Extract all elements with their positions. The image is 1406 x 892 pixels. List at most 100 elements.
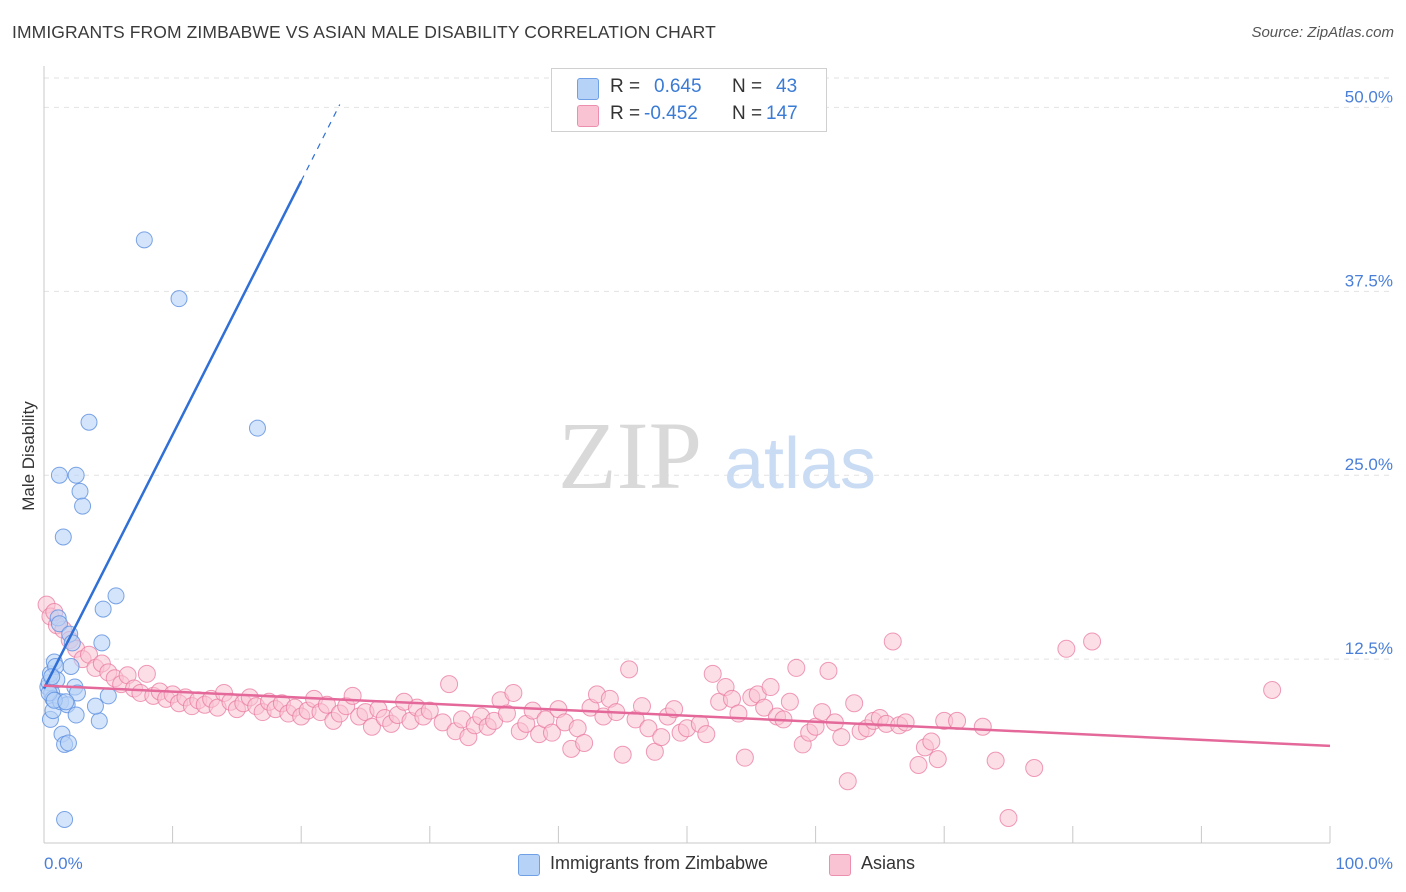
legend-n-label: N =	[732, 103, 763, 124]
asians-point	[665, 700, 684, 719]
asians-point	[317, 695, 336, 714]
asians-point	[1057, 639, 1076, 658]
asians-point	[986, 751, 1005, 770]
zimbabwe-point	[50, 615, 68, 633]
zimbabwe-point	[86, 697, 104, 715]
asians-trend-line	[43, 684, 1331, 748]
asians-point	[922, 732, 941, 751]
asians-point	[755, 698, 774, 717]
legend: R = 0.645 N = 43 R = -0.452 N = 147	[551, 68, 827, 132]
zimbabwe-point	[248, 419, 266, 437]
zimbabwe-point	[71, 482, 89, 500]
watermark: ZIP atlas	[558, 402, 876, 509]
bottom-legend-swatch-zimbabwe	[518, 854, 540, 876]
asians-point	[362, 717, 381, 736]
asians-point	[639, 719, 658, 738]
asians-point	[787, 658, 806, 677]
zimbabwe-point	[67, 466, 85, 484]
zimbabwe-point	[135, 231, 153, 249]
asians-point	[761, 678, 780, 697]
watermark-atlas: atlas	[724, 424, 876, 504]
bottom-legend-swatch-asians	[829, 854, 851, 876]
axes	[43, 66, 1331, 844]
zimbabwe-point	[68, 684, 86, 702]
tick-labels: 12.5% 25.0% 37.5% 50.0% 0.0% 100.0%	[44, 87, 1393, 873]
zimbabwe-trend-line	[42, 180, 303, 690]
y-tick-label: 50.0%	[1345, 87, 1393, 106]
asians-point	[613, 745, 632, 764]
asians-point	[973, 717, 992, 736]
asians-point	[838, 772, 857, 791]
legend-row-zimbabwe: R = 0.645 N = 43	[552, 75, 826, 101]
legend-n-label: N =	[732, 76, 763, 97]
zimbabwe-point	[50, 466, 68, 484]
watermark-zip: ZIP	[558, 402, 702, 509]
asians-point	[832, 728, 851, 747]
asians-point	[948, 711, 967, 730]
asians-point	[420, 701, 439, 720]
asians-point	[343, 686, 362, 705]
x-tick-label: 0.0%	[44, 854, 83, 873]
bottom-legend-label: Asians	[861, 853, 916, 873]
zimbabwe-point	[57, 693, 75, 711]
legend-n-value: 147	[766, 103, 798, 124]
asians-point	[575, 733, 594, 752]
zimbabwe-point	[54, 528, 72, 546]
zimbabwe-point	[90, 712, 108, 730]
zimbabwe-point	[59, 734, 77, 752]
asians-point	[813, 703, 832, 722]
zimbabwe-point	[67, 706, 85, 724]
legend-r-value: 0.645	[654, 76, 702, 97]
asians-point	[497, 704, 516, 723]
legend-r-value: -0.452	[644, 103, 698, 124]
asians-point	[909, 756, 928, 775]
zimbabwe-point	[56, 810, 74, 828]
asians-point	[433, 713, 452, 732]
asians-point	[883, 632, 902, 651]
zimbabwe-point	[74, 497, 92, 515]
source-label: Source: ZipAtlas.com	[1251, 24, 1394, 41]
asians-point	[523, 701, 542, 720]
zimbabwe-point	[80, 413, 98, 431]
asians-point	[999, 808, 1018, 827]
asians-points	[37, 595, 1282, 827]
zimbabwe-point	[93, 634, 111, 652]
asians-point	[652, 728, 671, 747]
asians-point	[780, 692, 799, 711]
zimbabwe-point	[99, 687, 117, 705]
asians-point	[504, 683, 523, 702]
asians-point	[735, 748, 754, 767]
zimbabwe-point	[170, 290, 188, 308]
legend-r-label: R =	[610, 103, 641, 124]
y-tick-label: 25.0%	[1345, 455, 1393, 474]
asians-point	[137, 664, 156, 683]
asians-point	[697, 725, 716, 744]
legend-swatch-zimbabwe	[577, 78, 599, 100]
asians-point	[1263, 681, 1282, 699]
gridlines	[44, 77, 1392, 660]
chart-title: IMMIGRANTS FROM ZIMBABWE VS ASIAN MALE D…	[12, 22, 716, 42]
asians-point	[620, 660, 639, 679]
asians-point	[542, 723, 561, 742]
asians-point	[896, 713, 915, 732]
trend-lines	[42, 104, 1331, 748]
asians-point	[1083, 632, 1102, 651]
zimbabwe-point	[62, 657, 80, 675]
legend-n-value: 43	[776, 76, 798, 97]
zimbabwe-point	[94, 600, 112, 618]
asians-point	[819, 661, 838, 680]
y-tick-label: 37.5%	[1345, 271, 1393, 290]
asians-point	[440, 675, 459, 694]
legend-row-asians: R = -0.452 N = 147	[552, 102, 826, 128]
y-axis-label: Male Disability	[19, 401, 38, 511]
bottom-legend-label: Immigrants from Zimbabwe	[550, 853, 769, 873]
zimbabwe-point	[107, 587, 125, 605]
y-tick-label: 12.5%	[1345, 639, 1393, 658]
legend-r-label: R =	[610, 76, 641, 97]
x-tick-label: 100.0%	[1335, 854, 1393, 873]
asians-point	[703, 664, 722, 683]
asians-point	[845, 694, 864, 713]
asians-point	[928, 750, 947, 769]
legend-swatch-asians	[577, 105, 599, 127]
zimbabwe-points	[39, 231, 266, 828]
